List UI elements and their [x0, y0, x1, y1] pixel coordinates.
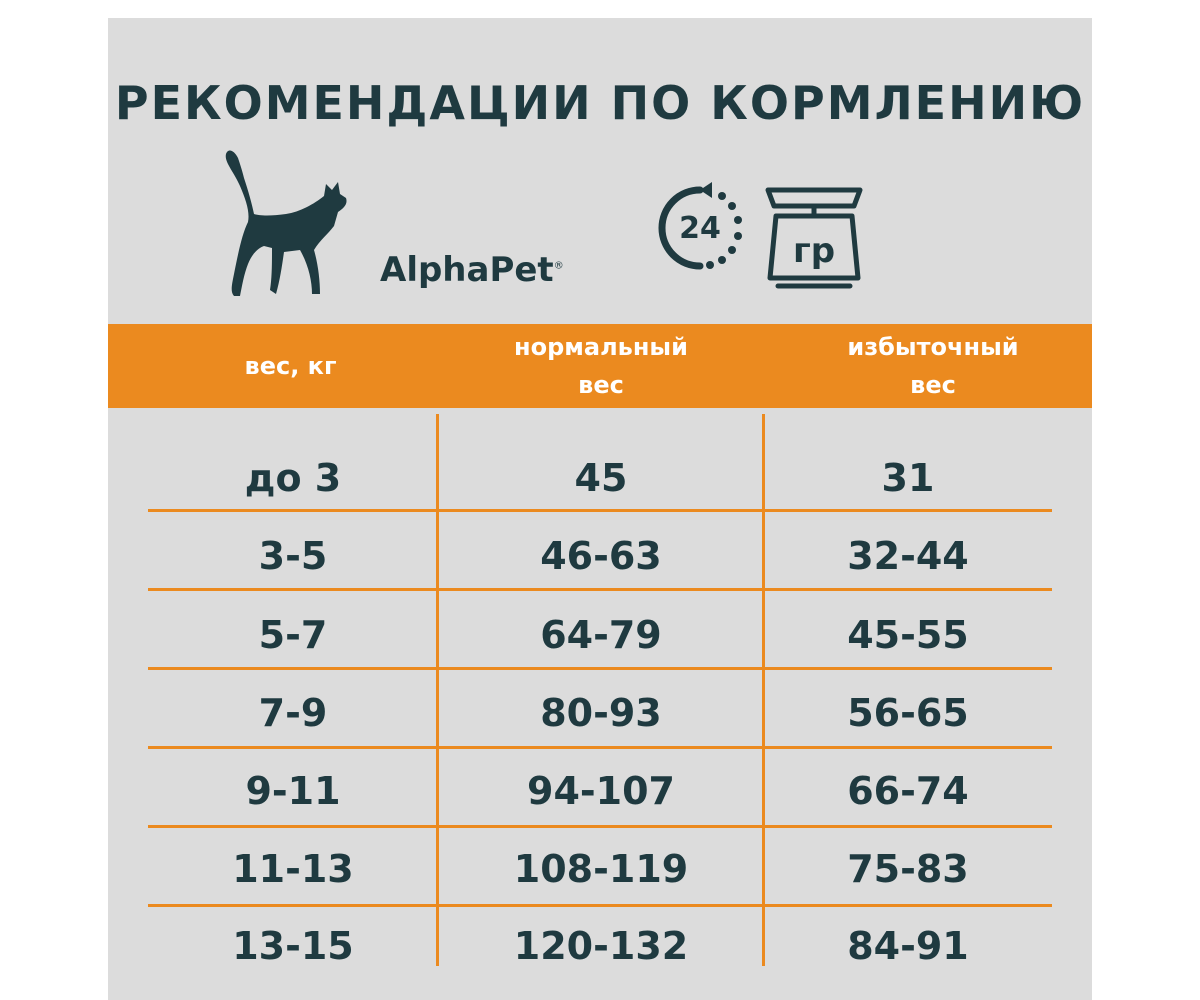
clock-label: 24	[679, 211, 721, 246]
cell-weight: 3-5	[258, 533, 328, 578]
24-hour-cycle-icon: 24	[658, 182, 742, 270]
cell-normal: 64-79	[540, 612, 662, 657]
table-row: 7-9 80-93 56-65	[148, 675, 1052, 750]
feeding-card: РЕКОМЕНДАЦИИ ПО КОРМЛЕНИЮ AlphaPet® 24 г…	[108, 18, 1092, 1000]
table-row: 5-7 64-79 45-55	[148, 597, 1052, 672]
table-row: до 3 45 31	[148, 440, 1052, 515]
scale-label: гр	[793, 231, 835, 271]
header-weight-label: вес, кг	[244, 352, 337, 380]
header-overweight-line1: избыточный	[847, 333, 1019, 361]
cell-normal: 94-107	[527, 768, 675, 813]
cell-weight: 13-15	[232, 923, 354, 968]
registered-mark: ®	[553, 260, 564, 272]
cell-normal: 120-132	[513, 923, 689, 968]
row-divider	[148, 825, 1052, 828]
cell-weight: 9-11	[245, 768, 341, 813]
cell-normal: 108-119	[513, 846, 689, 891]
cell-weight: 7-9	[258, 690, 328, 735]
table-row: 9-11 94-107 66-74	[148, 753, 1052, 828]
row-divider	[148, 746, 1052, 749]
header-weight: вес, кг	[148, 324, 433, 408]
cell-overweight: 32-44	[847, 533, 969, 578]
row-divider	[148, 667, 1052, 670]
cell-normal: 46-63	[540, 533, 662, 578]
header-normal-line2: вес	[578, 371, 624, 399]
header-overweight: избыточный вес	[768, 324, 1098, 408]
table-row: 3-5 46-63 32-44	[148, 518, 1052, 593]
cell-weight: 5-7	[258, 612, 328, 657]
cell-normal: 45	[574, 455, 628, 500]
header-normal-line1: нормальный	[514, 333, 688, 361]
page-title: РЕКОМЕНДАЦИИ ПО КОРМЛЕНИЮ	[114, 76, 1086, 130]
row-divider	[148, 588, 1052, 591]
cell-overweight: 84-91	[847, 923, 969, 968]
cell-weight: до 3	[244, 455, 342, 500]
table-row: 11-13 108-119 75-83	[148, 831, 1052, 906]
table-row: 13-15 120-132 84-91	[148, 908, 1052, 983]
cell-weight: 11-13	[232, 846, 354, 891]
column-divider	[762, 414, 765, 966]
cat-silhouette-icon	[225, 150, 347, 296]
column-divider	[436, 414, 439, 966]
cell-overweight: 45-55	[847, 612, 969, 657]
cell-overweight: 75-83	[847, 846, 969, 891]
row-divider	[148, 904, 1052, 907]
cell-overweight: 31	[881, 455, 935, 500]
kitchen-scale-icon: гр	[765, 187, 863, 289]
row-divider	[148, 509, 1052, 512]
brand-logo: AlphaPet®	[380, 250, 564, 290]
brand-name: AlphaPet	[380, 250, 554, 290]
table-header: вес, кг нормальный вес избыточный вес	[108, 324, 1092, 408]
header-normal-weight: нормальный вес	[438, 324, 764, 408]
cell-overweight: 56-65	[847, 690, 969, 735]
cell-overweight: 66-74	[847, 768, 969, 813]
header-overweight-line2: вес	[910, 371, 956, 399]
cell-normal: 80-93	[540, 690, 662, 735]
